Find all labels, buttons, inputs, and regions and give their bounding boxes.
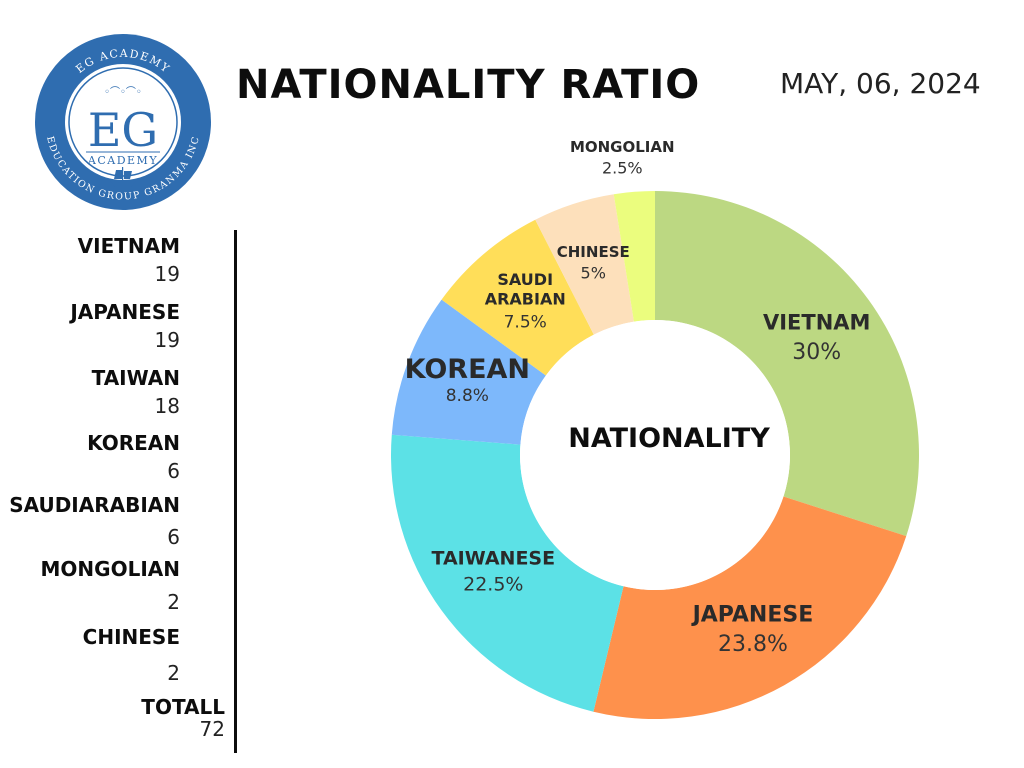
divider-line (234, 230, 237, 753)
slice-value-label: 2.5% (602, 158, 643, 177)
slice-value-label: 22.5% (463, 573, 523, 595)
report-date: MAY, 06, 2024 (780, 67, 981, 100)
donut-slice-vietnam (655, 191, 919, 537)
summary-item-name: JAPANESE (70, 300, 180, 324)
slice-label: VIETNAM (763, 310, 870, 334)
slice-label: CHINESE (557, 243, 630, 261)
summary-item-name: CHINESE (82, 625, 180, 649)
summary-item-count: 19 (154, 328, 180, 352)
donut-slice-japanese (593, 496, 907, 719)
summary-total-value: 72 (199, 717, 225, 741)
summary-item-name: TAIWAN (91, 366, 180, 390)
page-title: NATIONALITY RATIO (236, 62, 701, 108)
summary-item-count: 6 (167, 459, 180, 483)
slice-value-label: 23.8% (718, 632, 788, 657)
donut-hole (520, 320, 790, 590)
summary-item-count: 2 (167, 661, 180, 685)
donut-labels: VIETNAM 30% JAPANESE 23.8% TAIWANESE 22.5% KOR… (405, 138, 871, 657)
eg-academy-logo: EG ACADEMY EDUCATION GROUP GRANMA INC ◦⌒… (35, 34, 211, 210)
slice-label: ARABIAN (485, 289, 566, 308)
slice-value-label: 30% (792, 340, 841, 365)
summary-item-count: 19 (154, 262, 180, 286)
donut-slice-mongolian (613, 191, 655, 322)
ship-icon (110, 167, 136, 187)
summary-item-name: VIETNAM (77, 234, 180, 258)
donut-slice-taiwanese (391, 434, 624, 712)
logo-word: ACADEMY (87, 154, 158, 167)
summary-item-name: KOREAN (87, 431, 180, 455)
summary-item-count: 2 (167, 590, 180, 614)
donut-slices (391, 191, 919, 719)
slice-label: JAPANESE (691, 602, 814, 627)
donut-center-label: NATIONALITY (568, 423, 770, 454)
logo-initials: EG (88, 103, 158, 157)
donut-slice-chinese (535, 194, 634, 335)
svg-text:◦⌒◦⌒◦: ◦⌒◦⌒◦ (104, 86, 142, 98)
summary-total-label: TOTALL (141, 695, 225, 719)
slice-label: SAUDI (497, 270, 553, 289)
logo-inner-circle (65, 64, 181, 180)
slice-label: KOREAN (405, 354, 530, 385)
slice-value-label: 5% (581, 263, 606, 282)
slice-label: TAIWANESE (431, 548, 555, 570)
summary-item-name: MONGOLIAN (40, 557, 180, 581)
donut-slice-korean (391, 299, 546, 445)
slice-value-label: 7.5% (504, 312, 547, 332)
summary-item-count: 18 (154, 394, 180, 418)
slice-label: MONGOLIAN (570, 138, 675, 156)
summary-item-name: SAUDIARABIAN (9, 493, 180, 517)
donut-slice-saudi-arabian (441, 219, 594, 376)
slice-value-label: 8.8% (446, 386, 489, 406)
summary-item-count: 6 (167, 525, 180, 549)
